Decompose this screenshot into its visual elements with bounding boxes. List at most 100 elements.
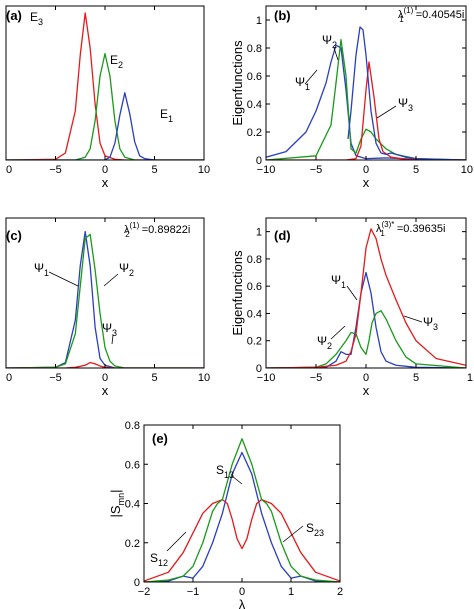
series-label-d-1: Ψ2 — [317, 334, 332, 351]
x-tick-label-c: 10 — [198, 372, 210, 384]
series-label-e-0: S13 — [216, 463, 234, 480]
series-label-c-0: Ψ1 — [34, 261, 49, 278]
panel-label-c: (c) — [6, 228, 22, 243]
series-line-d-1 — [266, 310, 466, 368]
x-axis-label-b: x — [363, 175, 370, 190]
series-line-c-1 — [6, 233, 204, 368]
leader-line-d-1 — [330, 325, 346, 340]
x-axis-label-e: λ — [239, 597, 246, 609]
series-line-a-2 — [6, 92, 204, 160]
panel-label-b: (b) — [274, 8, 291, 23]
y-tick-label-b: 0.4 — [247, 99, 262, 111]
series-label-a-0: E3 — [30, 10, 43, 27]
series-label-d-0: Ψ1 — [331, 273, 346, 290]
x-tick-label-b: 5 — [413, 164, 419, 176]
leader-line-b-2 — [376, 105, 397, 119]
series-label-b-2: Ψ3 — [398, 96, 413, 113]
x-tick-label-a: 0 — [102, 164, 108, 176]
series-label-e-2: S23 — [306, 521, 324, 538]
panel-label-a: (a) — [6, 8, 22, 23]
x-tick-label-e: 2 — [337, 586, 343, 598]
axes-frame-e — [143, 424, 341, 583]
x-tick-label-d: 5 — [413, 372, 419, 384]
x-tick-label-d: −5 — [310, 372, 323, 384]
axes-frame-d — [265, 217, 467, 369]
x-tick-label-a: 0 — [6, 164, 12, 176]
series-label-a-2: E1 — [160, 107, 173, 124]
y-tick-label-d: 1 — [256, 227, 262, 239]
series-line-b-2 — [266, 61, 466, 160]
y-tick-label-d: 0.4 — [247, 308, 262, 320]
x-tick-label-b: −5 — [310, 164, 323, 176]
panel-e: −2 −1 0 1 2 0 0.2 0.4 0.6 0.8 λ |Smn| (e) S13 S12 S23 — [108, 420, 343, 609]
y-tick-label-d: 0 — [256, 363, 262, 375]
eigenvalue-annotation-d: λ(3)* 1 =0.39635i — [376, 220, 445, 238]
y-tick-label-e: 0.2 — [125, 538, 140, 550]
x-axis-label-a: x — [102, 175, 109, 190]
panel-c: 0 −5 0 5 10 x (c) λ(1) 2 =0.89822i Ψ1 Ψ2 Ψ3 — [5, 217, 210, 398]
x-tick-label-a: −5 — [49, 164, 62, 176]
x-axis-label-d: x — [363, 383, 370, 398]
x-tick-label-c: 0 — [102, 372, 108, 384]
leader-line-b-0 — [304, 69, 318, 85]
y-tick-label-b: 0.6 — [247, 71, 262, 83]
x-tick-label-e: −1 — [187, 586, 200, 598]
leader-line-d-2 — [403, 315, 423, 323]
y-tick-label-e: 0.6 — [125, 459, 140, 471]
leader-line-e-2 — [282, 525, 304, 543]
y-tick-label-d: 0.2 — [247, 336, 262, 348]
series-line-e-1 — [144, 498, 340, 582]
series-label-a-1: E2 — [110, 53, 123, 70]
series-line-a-1 — [6, 52, 204, 160]
x-tick-label-b: 10 — [461, 164, 473, 176]
panel-label-d: (d) — [274, 228, 291, 243]
x-axis-label-c: x — [102, 383, 109, 398]
x-tick-label-d: 1 — [467, 372, 473, 384]
x-tick-label-e: 1 — [288, 586, 294, 598]
series-label-c-1: Ψ2 — [119, 261, 134, 278]
y-axis-label-e: |Smn| — [108, 490, 126, 518]
panel-a: 0 −5 0 5 10 x (a) E3 E2 E1 — [5, 5, 210, 190]
x-tick-label-e: 0 — [239, 586, 245, 598]
series-label-e-1: S12 — [150, 551, 168, 568]
leader-line-e-0 — [231, 475, 243, 485]
series-line-c-0 — [6, 230, 204, 368]
series-line-b-1 — [266, 38, 466, 160]
series-line-d-2 — [266, 228, 466, 368]
axes-frame-a — [5, 5, 205, 161]
y-tick-label-d: 0.6 — [247, 281, 262, 293]
series-line-b-0 — [266, 44, 466, 160]
series-line-e-2 — [144, 438, 340, 582]
leader-line-e-1 — [166, 531, 187, 552]
x-tick-label-b: 0 — [363, 164, 369, 176]
x-tick-label-c: 5 — [151, 372, 157, 384]
y-tick-label-e: 0.8 — [125, 420, 140, 432]
y-tick-label-b: 0.8 — [247, 43, 262, 55]
leader-line-c-2 — [111, 334, 114, 345]
leader-line-c-0 — [48, 271, 79, 287]
panel-b: −10 −5 0 5 10 0 0.2 0.4 0.6 0.8 1 x Eigenfunctions (b… — [230, 5, 473, 190]
leader-line-c-1 — [103, 273, 119, 287]
x-tick-label-b: −10 — [257, 164, 276, 176]
eigenvalue-annotation-c: λ(1) 2 =0.89822i — [124, 221, 190, 239]
y-tick-label-b: 0 — [256, 155, 262, 167]
x-tick-label-c: 0 — [6, 372, 12, 384]
leader-line-d-0 — [346, 285, 358, 301]
series-label-c-2: Ψ3 — [102, 321, 117, 338]
x-tick-label-d: 0 — [363, 372, 369, 384]
y-tick-label-e: 0 — [134, 577, 140, 589]
x-tick-label-c: −5 — [49, 372, 62, 384]
series-line-e-0 — [144, 451, 340, 582]
panel-label-e: (e) — [152, 431, 168, 446]
series-line-d-0 — [266, 271, 466, 368]
y-axis-label-b: Eigenfunctions — [230, 40, 245, 126]
x-tick-label-d: −10 — [257, 372, 276, 384]
x-tick-label-a: 10 — [198, 164, 210, 176]
y-tick-label-e: 0.4 — [125, 499, 140, 511]
series-line-a-0 — [6, 12, 204, 160]
series-label-d-2: Ψ3 — [423, 315, 438, 332]
y-tick-label-b: 0.2 — [247, 127, 262, 139]
leader-line-b-1 — [333, 47, 339, 61]
series-label-b-0: Ψ1 — [295, 75, 310, 92]
